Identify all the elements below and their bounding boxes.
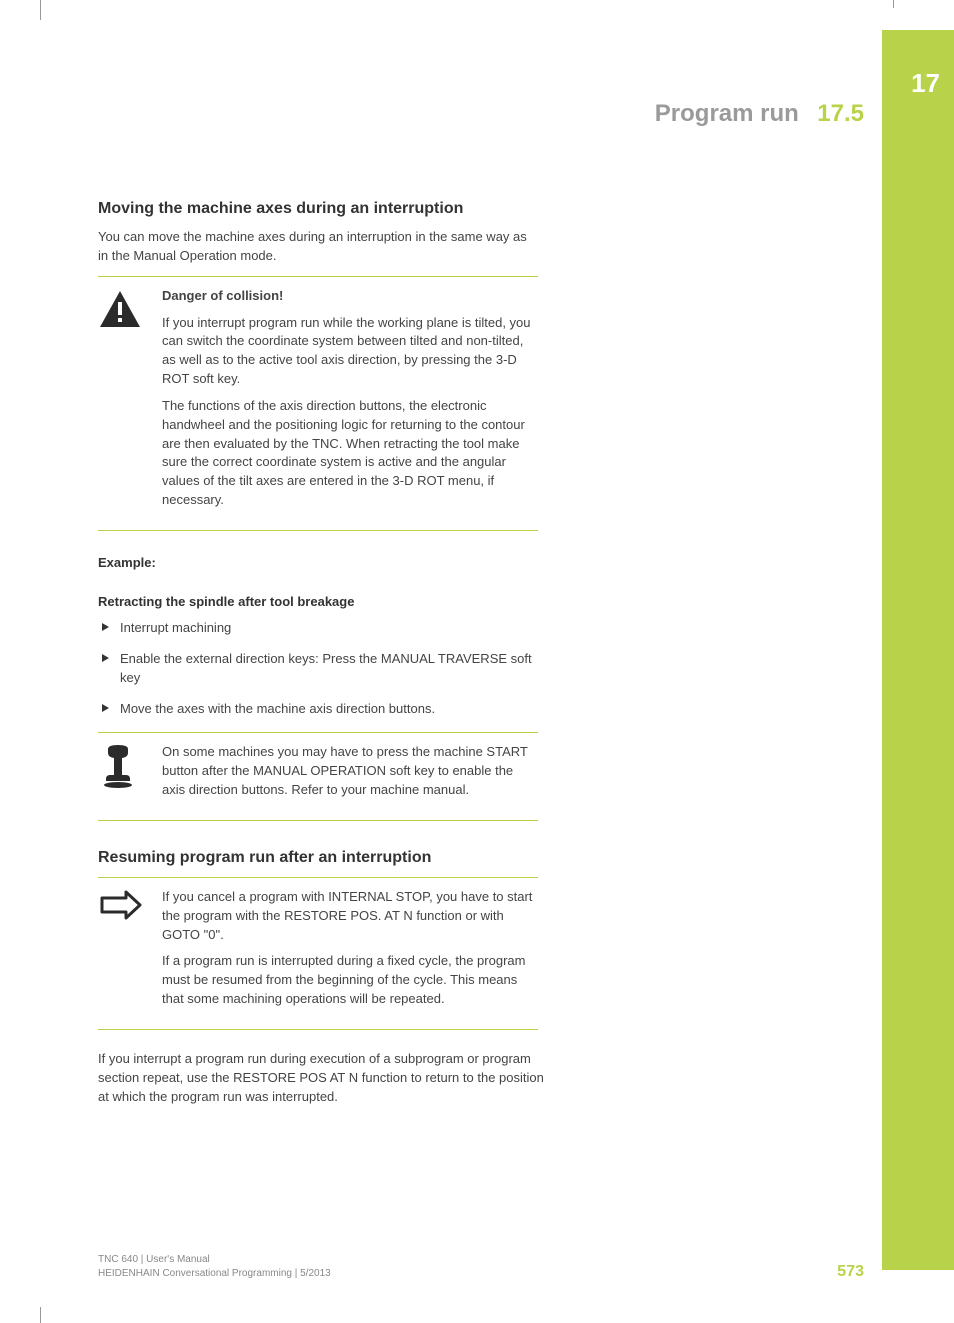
danger-notice: Danger of collision! If you interrupt pr… [98,276,538,531]
step-item: Move the axes with the machine axis dire… [98,700,538,719]
danger-paragraph-2: The functions of the axis direction butt… [162,397,538,510]
footer-line-2: HEIDENHAIN Conversational Programming | … [98,1267,331,1281]
crop-mark-tr [874,0,894,20]
page-footer: TNC 640 | User's Manual HEIDENHAIN Conve… [98,1253,864,1281]
section-heading-2: Resuming program run after an interrupti… [98,849,538,867]
info-paragraph-1: If you cancel a program with INTERNAL ST… [162,888,538,945]
page-header: Program run 17.5 [655,100,864,128]
steps-list: Interrupt machining Enable the external … [98,619,538,718]
footer-meta: TNC 640 | User's Manual HEIDENHAIN Conve… [98,1253,331,1281]
warning-triangle-icon [98,289,144,329]
header-section-number: 17.5 [817,100,864,128]
machine-icon [98,745,144,789]
machine-notice: On some machines you may have to press t… [98,732,538,821]
footer-line-1: TNC 640 | User's Manual [98,1253,331,1267]
danger-title: Danger of collision! [162,288,283,303]
closing-paragraph: If you interrupt a program run during ex… [98,1050,558,1107]
example-label: Example: [98,555,538,570]
crop-mark-bl [40,1295,60,1315]
danger-paragraph-1: If you interrupt program run while the w… [162,314,538,389]
info-paragraph-2: If a program run is interrupted during a… [162,952,538,1009]
crop-mark-tl [40,0,60,20]
arrow-right-icon [98,890,144,920]
chapter-number: 17 [911,68,940,99]
info-notice: If you cancel a program with INTERNAL ST… [98,877,538,1030]
page-number: 573 [837,1263,864,1281]
machine-note-text: On some machines you may have to press t… [162,743,538,800]
section-heading-1: Moving the machine axes during an interr… [98,200,538,218]
step-item: Enable the external direction keys: Pres… [98,650,538,688]
step-item: Interrupt machining [98,619,538,638]
intro-paragraph: You can move the machine axes during an … [98,228,538,266]
header-title: Program run [655,100,799,128]
chapter-tab: 17 [882,30,954,1270]
main-content: Moving the machine axes during an interr… [98,200,538,1116]
example-subtitle: Retracting the spindle after tool breaka… [98,594,538,609]
